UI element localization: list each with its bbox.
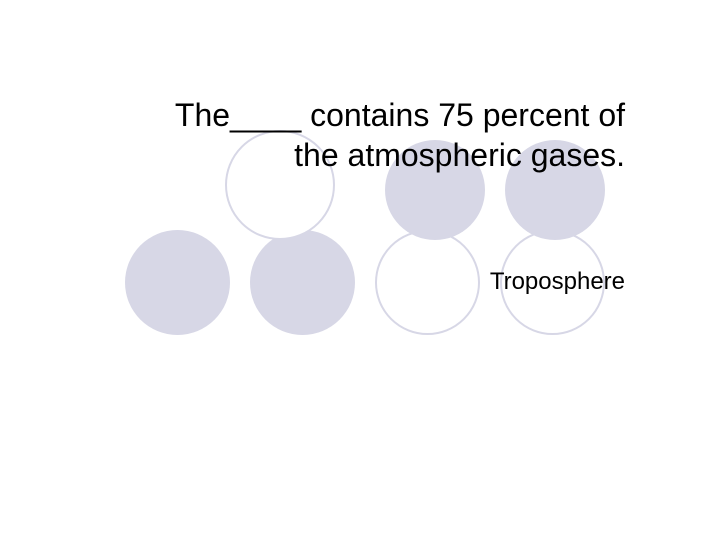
decorative-circle [250, 230, 355, 335]
question-text: The____ contains 75 percent of the atmos… [175, 95, 625, 175]
answer-text: Troposphere [490, 268, 625, 296]
decorative-circle [375, 230, 480, 335]
question-line-1: The____ contains 75 percent of [175, 97, 625, 133]
question-line-2: the atmospheric gases. [294, 137, 625, 173]
decorative-circle [125, 230, 230, 335]
